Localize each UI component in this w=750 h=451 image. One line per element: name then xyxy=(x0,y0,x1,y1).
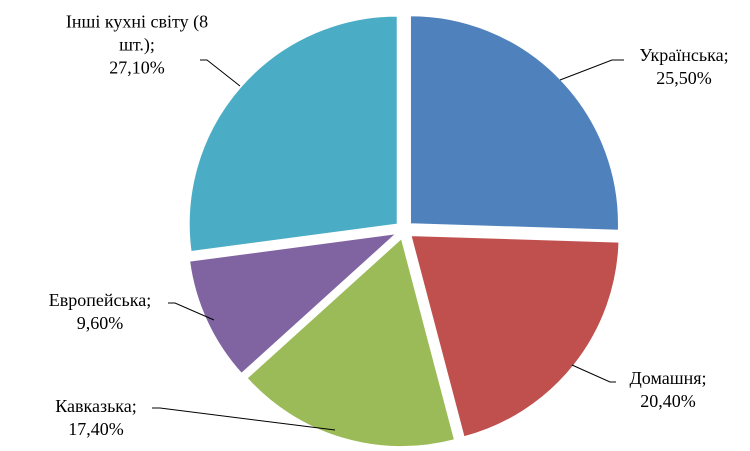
pie-slice xyxy=(409,15,619,231)
slice-label: Українська; 25,50% xyxy=(614,44,750,90)
leader-line xyxy=(571,364,616,383)
slice-label: Европейська; 9,60% xyxy=(30,289,170,335)
slice-label: Кавказька; 17,40% xyxy=(36,395,156,441)
value-label: 9,60% xyxy=(76,313,124,333)
pie-slice xyxy=(188,15,398,252)
category-label: Українська; xyxy=(639,45,729,65)
slice-label: Інші кухні світу (8 шт.); 27,10% xyxy=(62,11,212,80)
value-label: 27,10% xyxy=(109,57,165,78)
category-label: Інші кухні світу (8 шт.); xyxy=(65,11,209,55)
pie-slice xyxy=(189,233,398,374)
leader-line xyxy=(559,59,624,81)
leader-line xyxy=(152,407,336,431)
pie-slice xyxy=(410,235,620,438)
value-label: 25,50% xyxy=(656,68,712,88)
category-label: Кавказька; xyxy=(55,396,137,416)
value-label: 20,40% xyxy=(640,391,696,411)
value-label: 17,40% xyxy=(68,419,124,439)
slice-label: Домашня; 20,40% xyxy=(608,367,728,413)
leader-line xyxy=(168,302,215,321)
category-label: Домашня; xyxy=(629,368,707,388)
category-label: Европейська; xyxy=(48,290,152,310)
leader-line xyxy=(200,59,241,87)
pie-slice xyxy=(246,237,456,448)
